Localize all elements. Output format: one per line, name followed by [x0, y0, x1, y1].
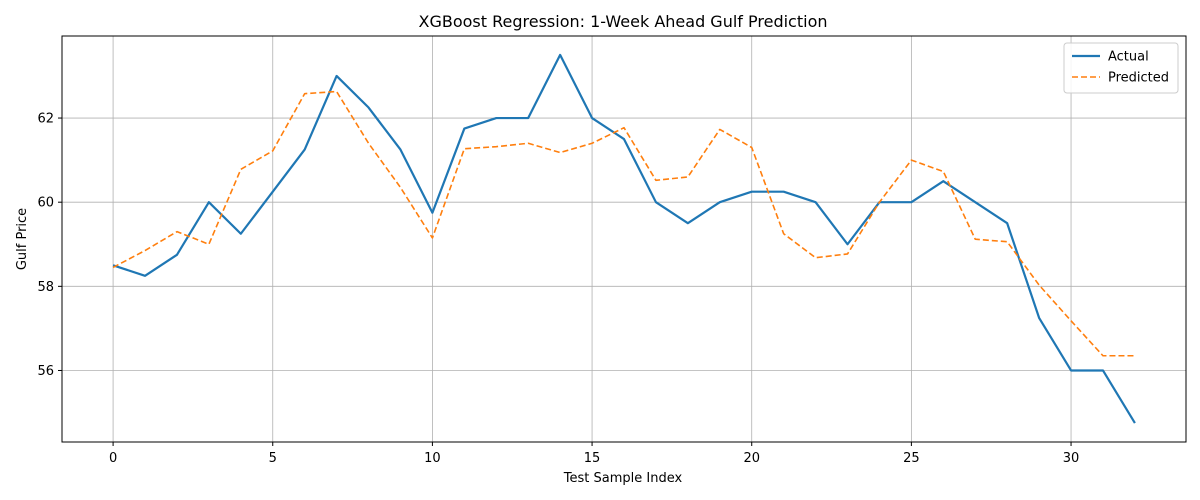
- x-tick-label: 15: [584, 451, 601, 466]
- y-axis-label: Gulf Price: [15, 208, 30, 270]
- x-tick-label: 25: [903, 451, 920, 466]
- series-line-predicted: [112, 90, 1135, 357]
- x-tick-label: 0: [109, 451, 117, 466]
- y-tick-label: 60: [37, 196, 54, 211]
- ticks: 0 5 10 15 20 25 30 56 58 60 62: [37, 112, 1079, 466]
- x-tick-label: 20: [743, 451, 760, 466]
- legend-label-actual: Actual: [1108, 50, 1149, 65]
- plot-frame: [61, 35, 1187, 443]
- y-tick-label: 56: [37, 364, 54, 379]
- y-tick-label: 58: [37, 280, 54, 295]
- series-lines: [112, 53, 1136, 424]
- y-tick-label: 62: [37, 112, 54, 127]
- legend: Actual Predicted: [1063, 42, 1179, 94]
- grid: [62, 36, 1186, 442]
- chart-title: XGBoost Regression: 1-Week Ahead Gulf Pr…: [419, 12, 828, 31]
- legend-label-predicted: Predicted: [1108, 71, 1169, 86]
- x-tick-label: 10: [424, 451, 441, 466]
- x-tick-label: 30: [1063, 451, 1080, 466]
- x-axis-label: Test Sample Index: [563, 471, 683, 486]
- x-tick-label: 5: [269, 451, 277, 466]
- series-line-actual: [112, 53, 1136, 424]
